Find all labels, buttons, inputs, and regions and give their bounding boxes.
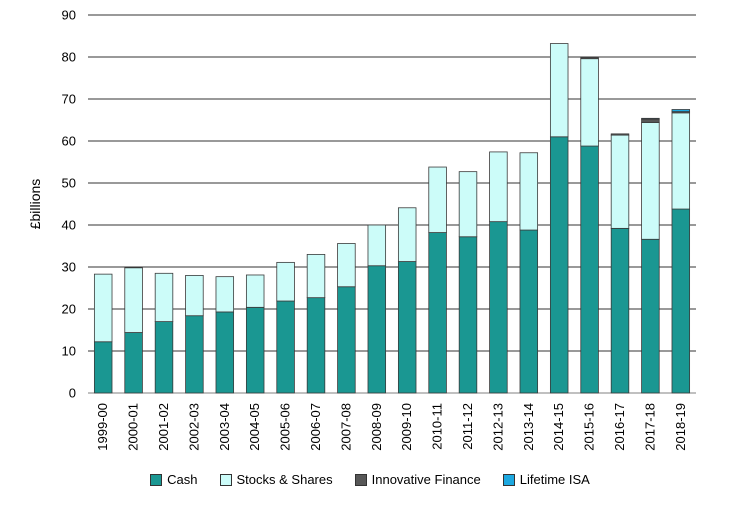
bar-stocks-shares [489,151,508,223]
bar-cash [519,229,539,394]
bar-stocks-shares [580,58,599,147]
bar-cash [337,286,356,394]
x-tick-label: 2012-13 [490,403,505,451]
bar-stocks-shares [215,276,235,313]
y-tick-label: 40 [62,218,76,233]
bar-cash [641,238,660,394]
x-tick-label: 2005-06 [278,403,293,451]
bar-lifetime-isa [641,117,660,120]
x-tick-label: 2010-11 [430,403,445,450]
bar-cash [671,208,691,394]
bar-stocks-shares [519,152,539,231]
bar-stocks-shares [458,171,478,238]
x-tick-label: 2011-12 [460,403,475,450]
stacked-bar-chart: 0 10 20 30 40 50 60 70 80 90 1999-00 2000-01 2001-0… [27,8,696,451]
x-tick-label: 2017-18 [642,403,657,451]
bar-cash [245,306,265,394]
legend-item: Cash [150,472,198,487]
bar-stocks-shares [185,274,204,317]
x-tick-label: 2001-02 [156,403,171,451]
y-axis-label: £billions [27,179,43,230]
legend-swatch [502,473,515,486]
bar-cash [276,300,295,394]
bar-cash [306,297,326,394]
legend-label: Cash [167,472,198,487]
bars [93,43,691,394]
legend-item: Stocks & Shares [219,472,333,487]
y-tick-label: 60 [62,134,76,149]
x-tick-label: 2002-03 [186,403,201,451]
x-tick-label: 2013-14 [521,403,536,451]
bar-cash [93,341,113,394]
bar-stocks-shares [549,43,569,138]
bar-stocks-shares [610,134,630,229]
legend: Cash Stocks & Shares Innovative Finance Lif… [0,472,740,487]
legend-item: Lifetime ISA [502,472,590,487]
bar-cash [549,136,569,394]
y-tick-label: 80 [62,50,76,65]
x-tick-label: 2006-07 [308,403,323,451]
x-tick-label: 2008-09 [369,403,384,451]
y-tick-label: 10 [62,344,76,359]
bar-cash [397,261,417,394]
bar-innovative-finance [641,118,660,123]
bar-cash [154,321,174,394]
bar-stocks-shares [276,261,295,302]
bar-cash [489,221,508,394]
legend-label: Innovative Finance [371,472,481,487]
legend-swatch [150,473,163,486]
legend-label: Stocks & Shares [236,472,333,487]
y-axis-ticks: 0 10 20 30 40 50 60 70 80 90 [62,8,76,401]
bar-cash [458,236,478,394]
y-tick-label: 0 [69,386,76,401]
x-tick-label: 2014-15 [551,403,566,451]
x-tick-label: 2000-01 [126,403,141,451]
x-tick-label: 1999-00 [95,403,110,451]
bar-cash [185,315,204,394]
bar-cash [367,265,387,394]
x-tick-label: 2007-08 [338,403,353,451]
bar-cash [428,232,447,394]
bar-stocks-shares [337,243,356,288]
bar-innovative-finance [610,133,630,136]
y-tick-label: 70 [62,92,76,107]
bar-stocks-shares [641,122,660,240]
legend-swatch [219,473,232,486]
x-tick-label: 2018-19 [673,403,688,451]
y-tick-label: 90 [62,8,76,23]
legend-label: Lifetime ISA [519,472,590,487]
bar-stocks-shares [306,253,326,299]
legend-item: Innovative Finance [354,472,481,487]
bar-stocks-shares [93,273,113,343]
x-tick-label: 2016-17 [612,403,627,451]
bar-cash [215,311,235,394]
bar-cash [124,332,143,394]
bar-stocks-shares [428,166,447,233]
bar-stocks-shares [245,274,265,308]
y-tick-label: 30 [62,260,76,275]
bar-innovative-finance [580,57,599,60]
y-tick-label: 20 [62,302,76,317]
x-axis-ticks: 1999-00 2000-01 2001-02 2002-03 2003-04 2004-… [95,403,688,451]
bar-stocks-shares [124,267,143,333]
x-tick-label: 2009-10 [399,403,414,451]
bar-cash [580,145,599,394]
x-tick-label: 2015-16 [582,403,597,451]
bar-stocks-shares [397,207,417,262]
gridlines [88,14,696,394]
bar-stocks-shares [367,224,387,267]
bar-lifetime-isa [671,109,691,112]
bar-stocks-shares [671,112,691,210]
y-tick-label: 50 [62,176,76,191]
bar-cash [610,227,630,394]
x-tick-label: 2003-04 [217,403,232,451]
x-tick-label: 2004-05 [247,403,262,451]
legend-swatch [354,473,367,486]
bar-stocks-shares [154,272,174,322]
